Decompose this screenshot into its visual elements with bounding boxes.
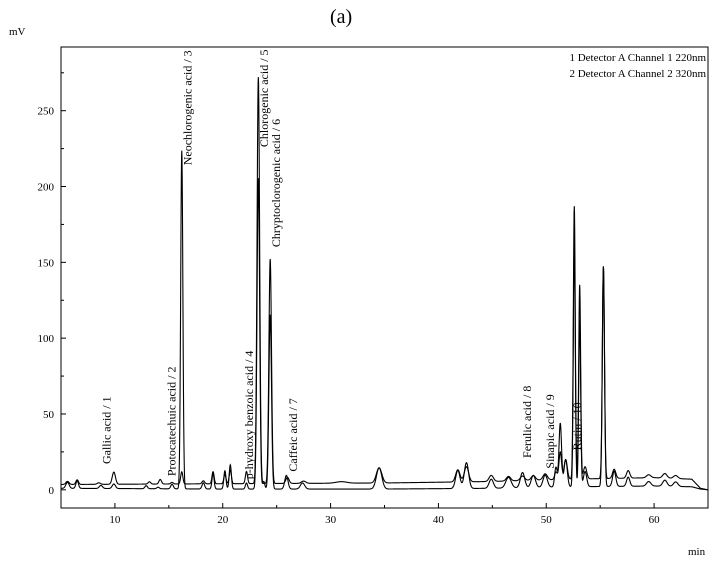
- y-tick-label: 150: [38, 257, 55, 269]
- y-tick-label: 0: [49, 485, 55, 497]
- legend-entry-2: 2 Detector A Channel 2 320nm: [569, 68, 706, 80]
- peak-label: Protocatechuic acid / 2: [164, 367, 178, 477]
- x-tick-label: 10: [109, 514, 121, 526]
- x-tick-label: 50: [541, 514, 553, 526]
- peak-label: Neochlorogenic acid / 3: [180, 50, 194, 165]
- plot-frame: [60, 46, 709, 509]
- legend-entry-1: 1 Detector A Channel 1 220nm: [569, 52, 706, 64]
- peak-label: Caffeic acid / 7: [286, 398, 300, 471]
- y-tick-label: 200: [38, 182, 55, 194]
- peak-label: Rutin / 10: [570, 402, 584, 450]
- series-line-2: [61, 150, 709, 491]
- y-axis-label: mV: [9, 26, 26, 38]
- peak-label: Chlorogenic acid / 5: [257, 49, 271, 147]
- trace-group: [61, 77, 709, 491]
- peak-label: Ferulic acid / 8: [520, 386, 534, 458]
- tick-group: 10 20 30 40 50 60 0 50 100 150 200 250: [38, 72, 661, 526]
- panel-label: (a): [330, 6, 353, 28]
- peak-label: Gallic acid / 1: [100, 396, 114, 464]
- x-axis-label: min: [688, 546, 706, 558]
- peak-label: Chryptoclorogenic acid / 6: [269, 119, 283, 247]
- y-tick-label: 250: [38, 106, 55, 118]
- peak-annotation-group: Gallic acid / 1 Protocatechuic acid / 2 Ne…: [100, 49, 584, 479]
- series-line-1: [61, 77, 709, 491]
- y-tick-label: 100: [38, 333, 55, 345]
- peak-label: Sinapic acid / 9: [543, 394, 557, 468]
- x-tick-label: 40: [433, 514, 445, 526]
- x-tick-label: 30: [325, 514, 337, 526]
- legend: 1 Detector A Channel 1 220nm 2 Detector …: [569, 52, 706, 80]
- x-tick-label: 60: [649, 514, 661, 526]
- y-tick-label: 50: [43, 409, 55, 421]
- peak-label: p-hydroxy benzoic acid / 4: [242, 351, 256, 480]
- axes: [60, 46, 709, 509]
- x-tick-label: 20: [217, 514, 229, 526]
